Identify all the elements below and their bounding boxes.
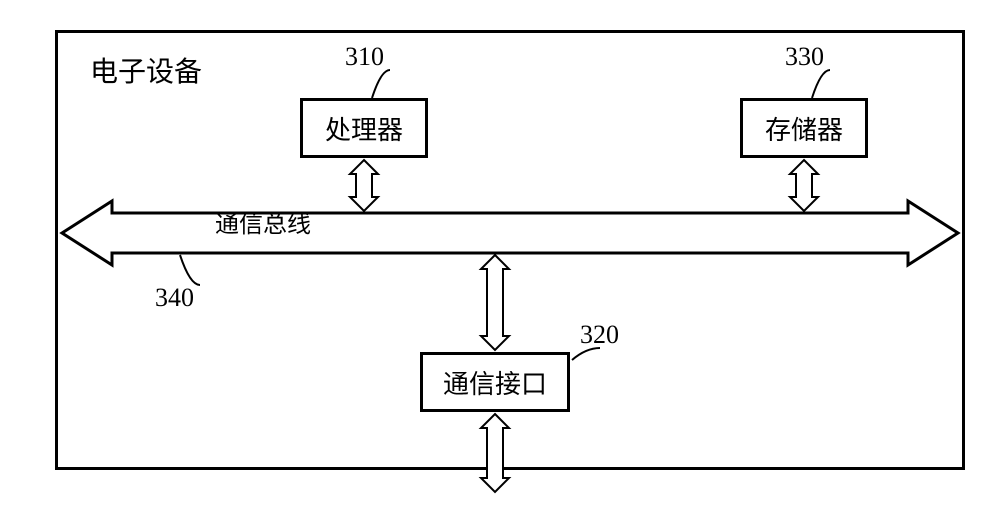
device-title: 电子设备 — [90, 50, 202, 90]
processor-box: 处理器 — [300, 98, 428, 158]
interface-ref: 320 — [580, 320, 619, 350]
diagram-canvas: 电子设备 处理器 310 存储器 330 通信接口 320 340 通信总线 — [0, 0, 1000, 508]
interface-label: 通信接口 — [443, 364, 547, 401]
memory-label: 存储器 — [765, 110, 843, 147]
bus-label: 通信总线 — [215, 204, 311, 239]
processor-label: 处理器 — [325, 110, 403, 147]
memory-ref: 330 — [785, 42, 824, 72]
memory-box: 存储器 — [740, 98, 868, 158]
interface-box: 通信接口 — [420, 352, 570, 412]
bus-ref: 340 — [155, 283, 194, 313]
processor-ref: 310 — [345, 42, 384, 72]
